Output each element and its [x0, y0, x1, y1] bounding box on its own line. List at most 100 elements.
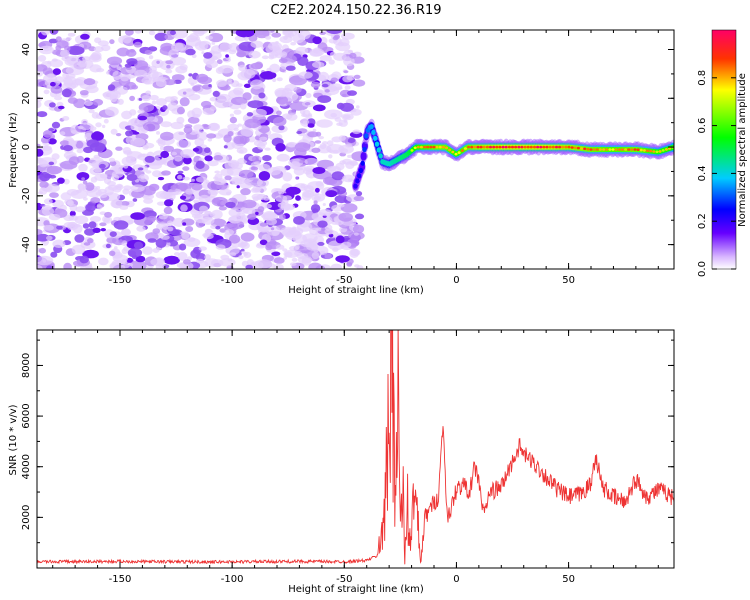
noise-blob [311, 147, 321, 153]
noise-blob [211, 41, 216, 45]
noise-blob [258, 92, 266, 99]
noise-blob [329, 178, 343, 187]
track-core [501, 145, 505, 149]
track-core [460, 149, 464, 152]
noise-blob [329, 83, 343, 91]
noise-blob [228, 215, 242, 224]
noise-blob [107, 180, 116, 187]
noise-blob [85, 203, 96, 212]
snr-series-line [37, 330, 674, 565]
snr-y-ticks: 2000 4000 6000 8000 [21, 339, 674, 569]
noise-blob [162, 105, 168, 111]
track-core [567, 145, 571, 149]
noise-blob [109, 160, 117, 166]
noise-blob [133, 131, 140, 135]
noise-blob [160, 121, 172, 128]
noise-blob [319, 143, 327, 150]
noise-blob [76, 148, 84, 154]
track-core [589, 148, 593, 151]
noise-blob [180, 195, 187, 200]
noise-blob [258, 157, 263, 161]
noise-blob [63, 145, 73, 152]
noise-blob [140, 175, 145, 180]
noise-blob [326, 144, 345, 154]
noise-blob [164, 79, 176, 86]
noise-blob [37, 111, 48, 118]
noise-blob [145, 170, 152, 174]
track-core [529, 145, 533, 149]
track-core [492, 145, 496, 149]
noise-blob [252, 108, 267, 118]
noise-blob [191, 182, 203, 191]
noise-blob [51, 153, 60, 160]
track-mid [374, 141, 380, 147]
noise-blob [239, 103, 247, 110]
noise-blob [180, 149, 195, 159]
noise-blob [127, 248, 143, 258]
noise-blob [353, 74, 361, 79]
noise-blob [229, 252, 237, 257]
track-core [542, 145, 546, 149]
track-core [504, 145, 508, 149]
track-core [561, 145, 565, 149]
noise-blob [347, 49, 353, 54]
noise-blob [348, 231, 365, 241]
noise-blob [85, 182, 95, 191]
noise-blob [266, 167, 281, 176]
track-core [570, 146, 574, 149]
noise-blob [92, 227, 101, 233]
noise-blob [193, 199, 200, 204]
noise-blob [326, 166, 337, 172]
noise-blob [129, 95, 136, 102]
noise-blob [75, 206, 86, 213]
noise-blob [74, 224, 81, 228]
snr-y-tick-label: 4000 [21, 454, 32, 479]
noise-blob [106, 236, 117, 244]
noise-blob [67, 97, 78, 104]
noise-blob [354, 213, 365, 220]
track-core [661, 149, 665, 152]
track-core [423, 145, 427, 149]
noise-blob [37, 255, 54, 266]
noise-blob [76, 172, 90, 181]
noise-blob [233, 109, 242, 115]
noise-blob [75, 140, 84, 149]
noise-blob [163, 255, 180, 265]
noise-blob [192, 85, 201, 92]
noise-blob [352, 224, 365, 234]
noise-blob [152, 228, 161, 235]
noise-blob [110, 199, 123, 209]
noise-blob [243, 83, 251, 89]
noise-blob [265, 204, 272, 209]
noise-blob [328, 154, 333, 159]
noise-blob [215, 244, 226, 250]
noise-blob [121, 258, 128, 265]
noise-blob [48, 138, 57, 145]
noise-blob [99, 222, 107, 227]
noise-blob [165, 69, 173, 74]
noise-blob [95, 122, 102, 128]
noise-blob [78, 163, 88, 172]
noise-blob [251, 193, 264, 201]
noise-blob [37, 79, 48, 87]
noise-blob [95, 192, 100, 196]
noise-blob [350, 248, 361, 257]
snr-frame [36, 329, 675, 569]
noise-blob [346, 262, 353, 267]
noise-blob [341, 113, 354, 121]
noise-blob [312, 36, 322, 45]
noise-blob [250, 261, 264, 269]
noise-blob [310, 204, 321, 213]
noise-blob [314, 140, 322, 144]
track-core [410, 149, 414, 152]
noise-blob [238, 255, 244, 260]
track-core [445, 146, 449, 150]
noise-blob [50, 85, 63, 94]
noise-blob [84, 132, 93, 141]
noise-blob [335, 235, 345, 244]
noise-blob [131, 84, 139, 90]
noise-blob [130, 212, 145, 220]
noise-blob [347, 90, 357, 96]
track-core [495, 145, 499, 149]
noise-blob [315, 227, 322, 232]
